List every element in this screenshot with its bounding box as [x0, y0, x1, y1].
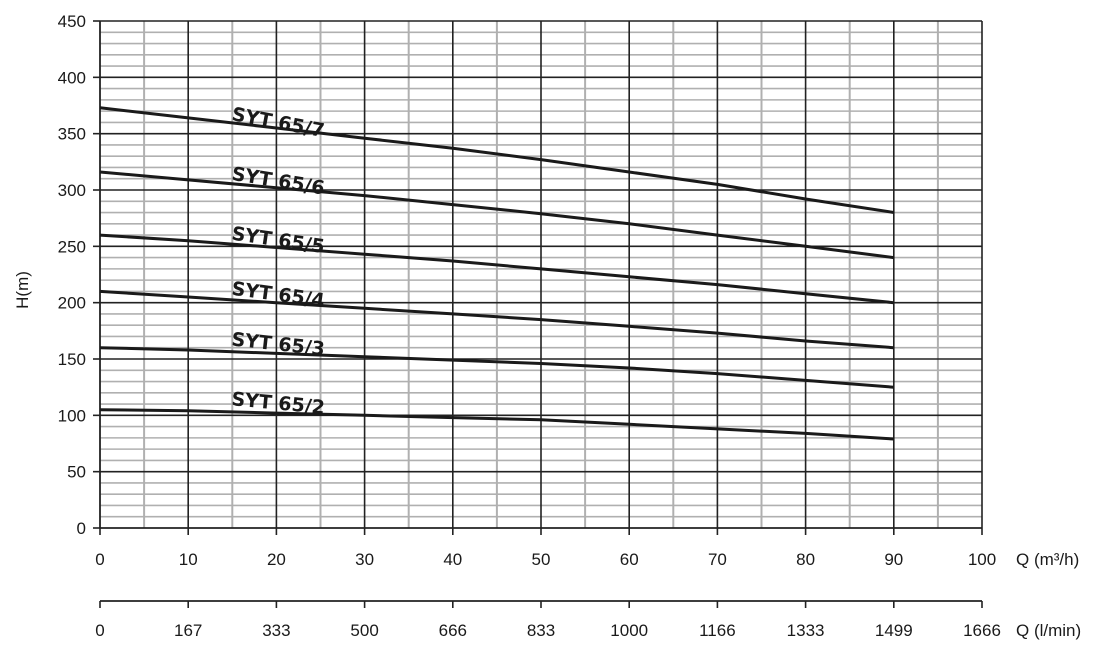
x-secondary-tick-label: 0 [95, 621, 104, 640]
x-secondary-axis-title: Q (l/min) [1016, 621, 1081, 640]
x-axis-title: Q (m³/h) [1016, 550, 1079, 569]
y-tick-label: 200 [58, 294, 86, 313]
x-tick-label: 70 [708, 550, 727, 569]
x-tick-label: 20 [267, 550, 286, 569]
y-tick-label: 0 [77, 519, 86, 538]
x-secondary-tick-label: 500 [350, 621, 378, 640]
x-secondary-tick-label: 167 [174, 621, 202, 640]
y-tick-label: 400 [58, 68, 86, 87]
secondary-x-axis [99, 600, 983, 608]
grid-major [100, 20, 983, 528]
series-labels: SYT 65/7 SYT 65/6 SYT 65/5 SYT 65/4 SYT 65/3… [230, 103, 326, 419]
y-tick-label: 100 [58, 406, 86, 425]
x-tick-label: 100 [968, 550, 996, 569]
y-tick-label: 250 [58, 237, 86, 256]
series-lines [99, 106, 895, 441]
x-tick-label: 30 [355, 550, 374, 569]
x-secondary-tick-label: 1499 [875, 621, 913, 640]
x-secondary-tick-label: 1166 [699, 621, 736, 640]
y-tick-label: 300 [58, 181, 86, 200]
x-secondary-tick-labels: 0 167 333 500 666 833 1000 1166 1333 1499 1666 [95, 621, 1001, 640]
x-tick-label: 50 [532, 550, 551, 569]
series-line [99, 170, 894, 260]
x-secondary-tick-label: 1333 [787, 621, 825, 640]
series-line [99, 233, 894, 305]
y-tick-labels: 0 50 100 150 200 250 300 350 400 450 [58, 12, 100, 538]
x-secondary-tick-label: 666 [439, 621, 467, 640]
series-line [99, 408, 894, 441]
y-axis-title: H(m) [13, 271, 32, 309]
x-tick-label: 80 [796, 550, 815, 569]
series-label: SYT 65/4 [230, 278, 326, 312]
series-line [99, 346, 894, 389]
x-tick-label: 40 [443, 550, 462, 569]
x-secondary-tick-label: 1000 [610, 621, 648, 640]
series-label: SYT 65/5 [230, 223, 326, 258]
x-tick-label: 90 [884, 550, 903, 569]
series-label: SYT 65/7 [230, 103, 326, 142]
x-tick-labels: 0 10 20 30 40 50 60 70 80 90 100 [95, 528, 996, 569]
y-tick-label: 50 [67, 463, 86, 482]
y-tick-label: 450 [58, 12, 86, 31]
x-secondary-tick-label: 1666 [963, 621, 1001, 640]
x-secondary-tick-label: 833 [527, 621, 555, 640]
series-line [99, 289, 894, 350]
series-label: SYT 65/3 [230, 328, 325, 360]
y-tick-label: 150 [58, 350, 86, 369]
x-tick-label: 0 [95, 550, 104, 569]
x-secondary-tick-label: 333 [262, 621, 290, 640]
x-tick-label: 10 [179, 550, 198, 569]
y-tick-label: 350 [58, 125, 86, 144]
x-tick-label: 60 [620, 550, 639, 569]
series-line [99, 106, 895, 214]
series-label: SYT 65/6 [230, 163, 326, 200]
